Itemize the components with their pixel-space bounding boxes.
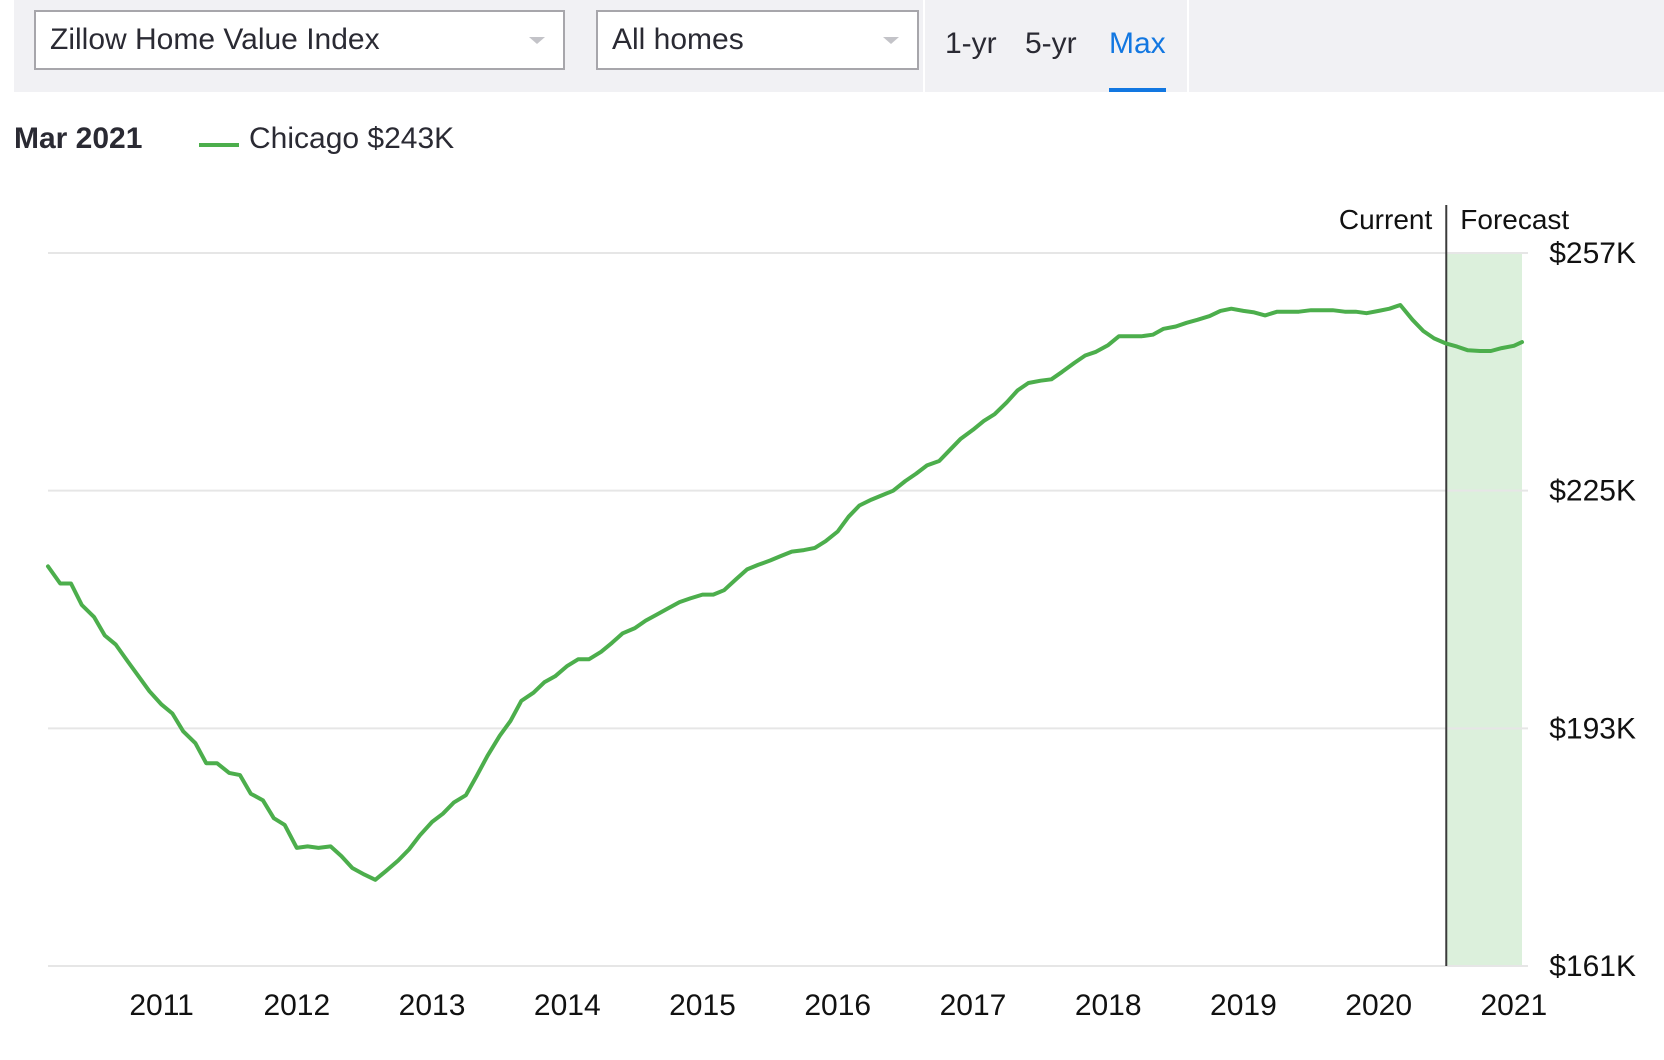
- y-tick-label: $257K: [1549, 237, 1636, 270]
- x-tick-label: 2019: [1210, 989, 1277, 1022]
- x-tick-label: 2015: [669, 989, 736, 1022]
- home-type-select-value: All homes: [612, 23, 744, 56]
- tab-5-yr[interactable]: 5-yr: [1025, 27, 1077, 60]
- x-tick-label: 2011: [129, 989, 194, 1022]
- y-tick-label: $193K: [1549, 712, 1636, 745]
- x-tick-label: 2020: [1345, 989, 1412, 1022]
- legend-date: Mar 2021: [14, 122, 143, 155]
- controls-bar: Zillow Home Value Index All homes: [14, 0, 1664, 92]
- plot-area: $161K $193K $225K $257K Current Forecast 2011 2…: [46, 204, 1636, 1022]
- x-tick-label: 2016: [804, 989, 871, 1022]
- x-tick-label: 2021: [1481, 989, 1548, 1022]
- metric-select[interactable]: Zillow Home Value Index: [34, 10, 565, 70]
- metric-select-value: Zillow Home Value Index: [50, 23, 380, 56]
- legend-swatch: [199, 143, 239, 147]
- home-type-select[interactable]: All homes: [596, 10, 919, 70]
- current-label: Current: [1339, 204, 1433, 235]
- chevron-down-icon: [883, 37, 899, 44]
- y-tick-label: $225K: [1549, 475, 1636, 508]
- x-tick-label: 2012: [263, 989, 330, 1022]
- x-tick-label: 2018: [1075, 989, 1142, 1022]
- x-tick-label: 2014: [534, 989, 601, 1022]
- x-tick-label: 2013: [399, 989, 466, 1022]
- series-line-chicago: [46, 303, 1524, 882]
- range-tabs: 1-yr 5-yr Max: [923, 0, 1189, 92]
- forecast-label: Forecast: [1460, 204, 1569, 235]
- y-tick-label: $161K: [1549, 950, 1636, 983]
- forecast-band: [1446, 253, 1522, 966]
- legend-series-label: Chicago $243K: [249, 122, 455, 155]
- x-tick-label: 2017: [940, 989, 1007, 1022]
- chevron-down-icon: [529, 37, 545, 44]
- tab-max[interactable]: Max: [1109, 0, 1166, 92]
- tab-1-yr[interactable]: 1-yr: [945, 27, 997, 60]
